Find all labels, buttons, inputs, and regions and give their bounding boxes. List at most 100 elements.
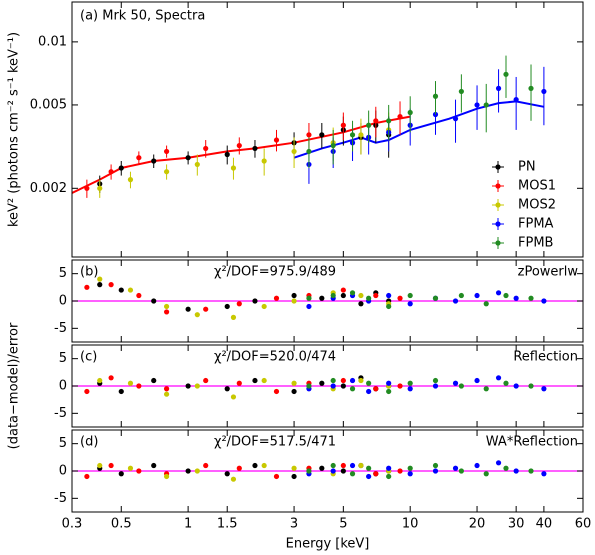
- data-point: [261, 462, 267, 469]
- data-point: [513, 383, 519, 389]
- data-point: [330, 377, 336, 384]
- data-point: [358, 301, 364, 307]
- panel-frame: [71, 259, 584, 343]
- data-point: [503, 71, 509, 77]
- fit-statistic: χ²/DOF=517.5/471: [214, 435, 336, 450]
- data-point: [474, 377, 480, 384]
- data-point: [358, 292, 364, 299]
- x-tick-label: 30: [508, 517, 525, 532]
- y-tick-label: 5: [59, 266, 67, 281]
- data-point: [483, 386, 489, 392]
- data-point: [84, 473, 90, 480]
- data-point: [349, 290, 356, 296]
- x-axis-label: Energy [keV]: [286, 537, 370, 552]
- data-point: [136, 155, 142, 161]
- data-point: [386, 118, 392, 124]
- data-point: [261, 377, 267, 384]
- data-point: [203, 377, 209, 384]
- data-point: [108, 462, 114, 469]
- data-point: [306, 295, 312, 301]
- panel-label: (d): [80, 435, 98, 450]
- data-point: [349, 471, 356, 477]
- panel-label: (b): [80, 265, 98, 280]
- data-point: [330, 142, 336, 149]
- data-point: [340, 292, 346, 299]
- plot-area: [72, 375, 583, 400]
- data-point: [261, 158, 267, 164]
- data-point: [407, 380, 413, 386]
- data-point: [474, 462, 480, 469]
- data-point: [541, 88, 547, 95]
- data-point: [373, 292, 379, 299]
- x-tick-label: 60: [575, 517, 592, 532]
- x-tick-label: 1.5: [217, 517, 238, 532]
- data-point: [407, 301, 413, 307]
- data-point: [84, 388, 90, 395]
- data-point: [458, 468, 464, 474]
- data-point: [366, 295, 372, 301]
- data-point: [230, 476, 237, 482]
- x-tick-label: 3: [290, 517, 298, 532]
- data-point: [84, 185, 90, 191]
- data-point: [224, 386, 230, 392]
- fit-statistic: χ²/DOF=975.9/489: [214, 265, 336, 280]
- data-point: [185, 383, 191, 389]
- data-point: [236, 465, 242, 471]
- data-point: [330, 383, 336, 389]
- model-name: WA*Reflection: [486, 435, 578, 450]
- data-point: [407, 386, 413, 392]
- data-point: [118, 388, 124, 395]
- data-point: [495, 85, 502, 91]
- data-point: [291, 298, 297, 304]
- fit-statistic: χ²/DOF=520.0/474: [214, 350, 336, 365]
- y-tick-label: 0.01: [38, 34, 67, 49]
- data-point: [224, 303, 230, 310]
- model-line: [293, 100, 545, 159]
- data-point: [194, 161, 200, 168]
- x-tick-label: 0.3: [62, 517, 83, 532]
- data-point: [151, 298, 157, 304]
- legend-marker: [495, 240, 501, 246]
- data-point: [503, 465, 509, 471]
- data-point: [236, 301, 242, 307]
- data-point: [163, 391, 170, 397]
- data-point: [340, 462, 346, 469]
- data-point: [151, 377, 157, 384]
- y-tick-label: 5: [59, 351, 67, 366]
- data-point: [358, 462, 364, 469]
- data-point: [483, 102, 489, 108]
- data-point: [541, 298, 547, 304]
- data-point: [386, 292, 392, 299]
- data-point: [340, 122, 346, 128]
- legend-marker: [495, 221, 501, 227]
- data-point: [127, 465, 134, 471]
- data-point: [84, 284, 90, 290]
- data-point: [366, 380, 372, 386]
- panel-title: (a) Mrk 50, Spectra: [80, 9, 205, 24]
- data-point: [273, 473, 280, 480]
- y-tick-label: -5: [54, 406, 67, 421]
- model-name: zPowerlw: [518, 265, 579, 280]
- data-point: [136, 468, 142, 474]
- data-point: [163, 169, 170, 175]
- data-point: [432, 295, 439, 301]
- data-point: [163, 473, 170, 480]
- data-point: [151, 462, 157, 469]
- data-point: [432, 93, 439, 99]
- data-point: [541, 386, 547, 392]
- y-tick-label: 0.005: [30, 97, 67, 112]
- data-point: [306, 303, 312, 310]
- data-point: [397, 295, 403, 301]
- data-point: [358, 377, 364, 384]
- data-point: [163, 148, 170, 155]
- data-point: [407, 109, 413, 116]
- y-tick-label: 0: [59, 379, 67, 394]
- data-point: [236, 142, 242, 149]
- data-point: [224, 151, 230, 158]
- data-point: [340, 383, 346, 389]
- data-point: [330, 462, 336, 469]
- data-point: [513, 295, 519, 301]
- data-point: [366, 473, 372, 480]
- data-point: [236, 380, 242, 386]
- data-point: [108, 375, 114, 381]
